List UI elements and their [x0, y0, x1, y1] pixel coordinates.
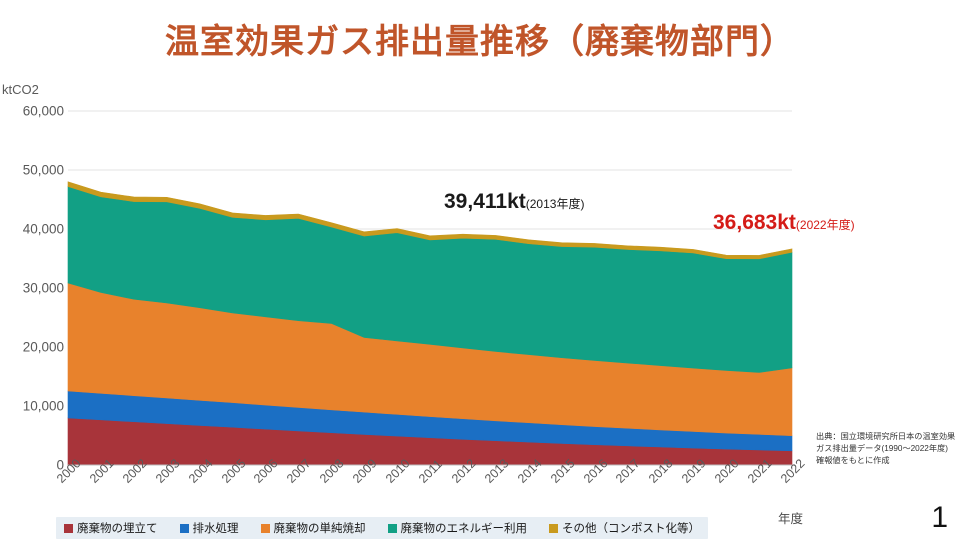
annotation-2022-value: 36,683kt [713, 211, 796, 234]
legend-label: その他（コンポスト化等） [562, 523, 700, 535]
legend-label: 廃棄物の単純焼却 [273, 523, 366, 535]
legend-swatch-icon [387, 523, 397, 533]
y-axis-tick-30000: 30,000 [22, 280, 64, 296]
legend-swatch-icon [260, 523, 270, 533]
legend-item-4[interactable]: その他（コンポスト化等） [549, 520, 700, 536]
annotation-2022: 36,683kt(2022年度) [713, 211, 855, 235]
legend-swatch-icon [179, 523, 189, 533]
legend-swatch-icon [549, 523, 558, 533]
annotation-2013-note: (2013年度) [525, 197, 585, 211]
source-note: 出典：国立環境研究所日本の温室効果ガス排出量データ(1990〜2022年度)確報… [816, 432, 956, 465]
y-axis-tick-labels: 60,000 50,000 40,000 30,000 20,000 10,000 0 [0, 95, 64, 475]
x-axis-tick-labels: 2000 2001 2002 2003 2004 2005 2006 2007 2008 2009… [0, 456, 820, 516]
x-axis-title: 年度 [778, 512, 804, 526]
page-number: 1 [931, 501, 948, 534]
area-series-4 [67, 181, 793, 260]
y-axis-tick-40000: 40,000 [22, 221, 64, 237]
annotation-2013-value: 39,411kt [444, 190, 526, 213]
chart-legend: 廃棄物の埋立て 排水処理 廃棄物の単純焼却 廃棄物のエネルギー利用 その他（コンポスト化… [56, 517, 708, 539]
legend-label: 廃棄物の埋立て [77, 523, 158, 535]
legend-item-0[interactable]: 廃棄物の埋立て [64, 520, 158, 536]
legend-swatch-icon [64, 523, 73, 533]
stacked-area-chart [67, 110, 793, 470]
legend-label: 排水処理 [192, 523, 239, 535]
y-axis-unit-label: ktCO2 [2, 82, 39, 97]
y-axis-tick-10000: 10,000 [22, 398, 64, 414]
y-axis-tick-0: 0 [56, 457, 64, 473]
legend-item-2[interactable]: 廃棄物の単純焼却 [260, 520, 366, 536]
page-title: 温室効果ガス排出量推移（廃棄物部門） [165, 23, 795, 61]
y-axis-tick-50000: 50,000 [22, 162, 64, 178]
annotation-2013: 39,411kt(2013年度) [444, 190, 584, 214]
y-axis-tick-20000: 20,000 [22, 339, 64, 355]
annotation-2022-note: (2022年度) [795, 218, 855, 232]
chart-plot-area [0, 95, 820, 475]
y-axis-tick-60000: 60,000 [22, 103, 64, 119]
legend-label: 廃棄物のエネルギー利用 [400, 523, 528, 535]
legend-item-1[interactable]: 排水処理 [179, 520, 239, 536]
legend-item-3[interactable]: 廃棄物のエネルギー利用 [387, 520, 528, 536]
